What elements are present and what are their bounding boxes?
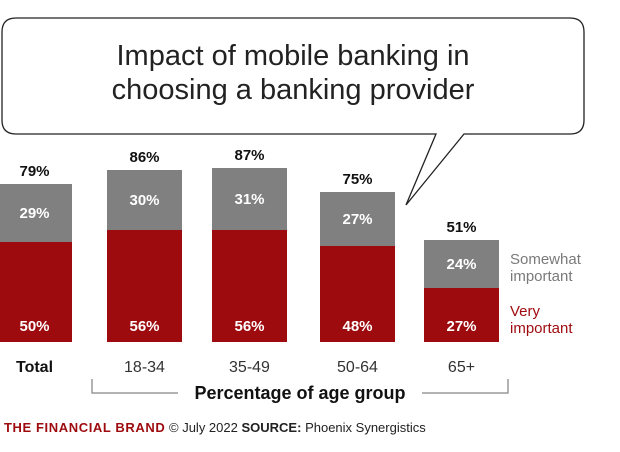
speech-bubble bbox=[1, 17, 585, 206]
bars bbox=[0, 168, 499, 342]
label-total-Total: 79% bbox=[19, 163, 49, 180]
bar-somewhat-important-65+ bbox=[424, 240, 499, 288]
category-label-50-64: 50-64 bbox=[337, 359, 378, 376]
legend-very-important: Very important bbox=[510, 303, 573, 337]
label-very-important-18-34: 56% bbox=[129, 318, 159, 335]
bracket-right bbox=[422, 379, 509, 394]
label-total-65+: 51% bbox=[446, 219, 476, 236]
bar-very-important-Total bbox=[0, 242, 72, 342]
label-somewhat-important-Total: 29% bbox=[19, 205, 49, 222]
chart-title: Impact of mobile banking in choosing a ba… bbox=[112, 40, 475, 106]
x-axis: Total 18-34 35-49 50-64 65+ Percentage of age… bbox=[16, 359, 509, 403]
data-labels: 50% 29% 79% 56% 30% 86% 56% 31% 87% 48% 27% 75% 27% 2… bbox=[19, 147, 476, 335]
label-somewhat-important-35-49: 31% bbox=[234, 191, 264, 208]
bracket-left bbox=[91, 379, 178, 394]
bar-somewhat-important-35-49 bbox=[212, 168, 287, 230]
legend: Somewhat important Very important bbox=[510, 251, 582, 337]
label-somewhat-important-50-64: 27% bbox=[342, 211, 372, 228]
footer-date: © July 2022 bbox=[169, 420, 238, 435]
bar-very-important-35-49 bbox=[212, 230, 287, 342]
label-very-important-50-64: 48% bbox=[342, 318, 372, 335]
footer: THE FINANCIAL BRAND © July 2022 SOURCE: … bbox=[4, 420, 426, 435]
category-label-65+: 65+ bbox=[448, 359, 475, 376]
bar-very-important-65+ bbox=[424, 288, 499, 342]
label-very-important-Total: 50% bbox=[19, 318, 49, 335]
bar-somewhat-important-50-64 bbox=[320, 192, 395, 246]
label-somewhat-important-65+: 24% bbox=[446, 256, 476, 273]
bar-somewhat-important-18-34 bbox=[107, 170, 182, 230]
category-label-Total: Total bbox=[16, 359, 53, 376]
label-total-35-49: 87% bbox=[234, 147, 264, 164]
bar-very-important-18-34 bbox=[107, 230, 182, 342]
label-very-important-65+: 27% bbox=[446, 318, 476, 335]
source-name: Phoenix Synergistics bbox=[305, 420, 426, 435]
bar-somewhat-important-Total bbox=[0, 184, 72, 242]
title-callout: Impact of mobile banking in choosing a ba… bbox=[1, 17, 585, 206]
category-label-18-34: 18-34 bbox=[124, 359, 165, 376]
category-label-35-49: 35-49 bbox=[229, 359, 270, 376]
legend-somewhat-important: Somewhat important bbox=[510, 251, 582, 285]
bar-very-important-50-64 bbox=[320, 246, 395, 342]
label-total-50-64: 75% bbox=[342, 171, 372, 188]
source-label: SOURCE: bbox=[241, 420, 302, 435]
label-total-18-34: 86% bbox=[129, 149, 159, 166]
brand-name: THE FINANCIAL BRAND bbox=[4, 420, 166, 435]
label-somewhat-important-18-34: 30% bbox=[129, 192, 159, 209]
label-very-important-35-49: 56% bbox=[234, 318, 264, 335]
x-axis-title: Percentage of age group bbox=[194, 383, 405, 403]
